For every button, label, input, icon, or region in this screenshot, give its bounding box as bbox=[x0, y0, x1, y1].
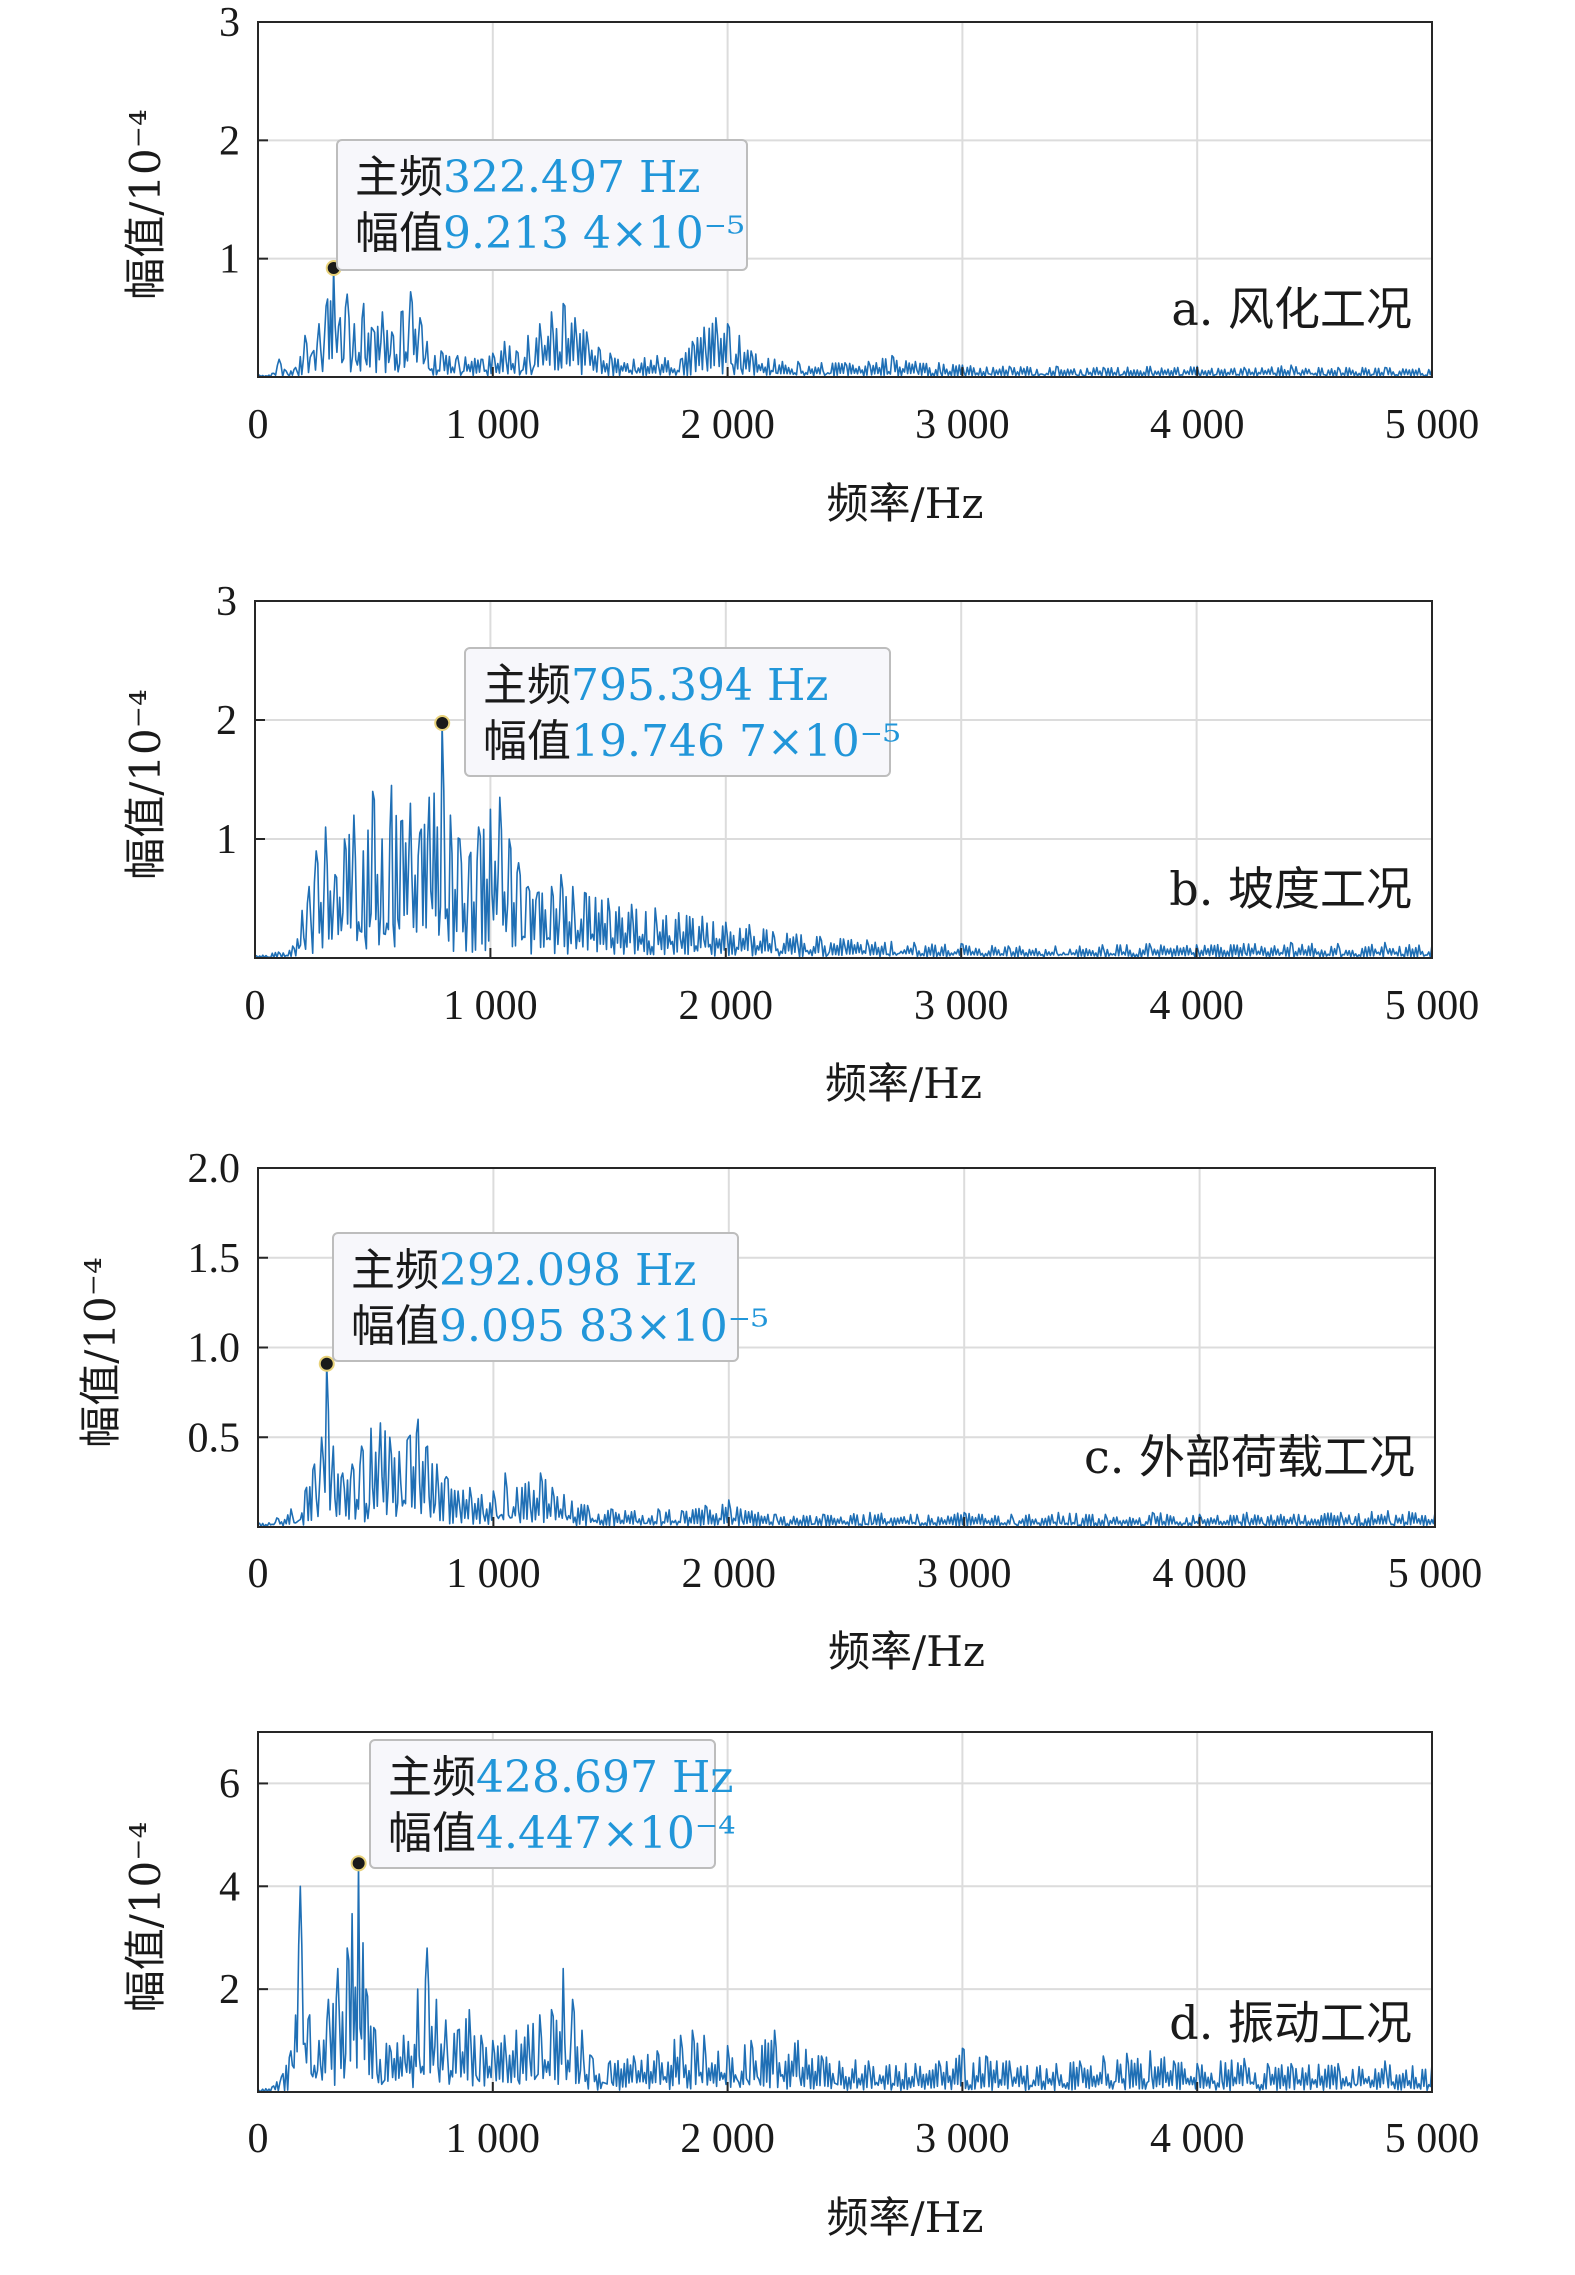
chart-panel-d: 0 1 000 2 000 3 000 4 000 5 000 2 4 6 频率/Hz 幅值/10⁻… bbox=[0, 1712, 1575, 2275]
data-tip-label-frequency: 主频 bbox=[355, 152, 443, 203]
data-tip-value-amplitude: 9.095 83×10⁻⁵ bbox=[439, 1301, 769, 1352]
data-tip-value-amplitude: 4.447×10⁻⁴ bbox=[476, 1808, 736, 1859]
y-tick-label: 0.5 bbox=[188, 1415, 241, 1461]
data-tip-box bbox=[332, 1232, 739, 1362]
data-tip-value-frequency: 428.697 Hz bbox=[476, 1752, 734, 1803]
data-tip-label-frequency: 主频 bbox=[483, 660, 571, 711]
y-tick-label: 1.5 bbox=[188, 1236, 241, 1282]
data-tip-value-frequency: 322.497 Hz bbox=[443, 152, 701, 203]
chart-panel-b: 0 1 000 2 000 3 000 4 000 5 000 1 2 3 频率/Hz 幅值/10⁻… bbox=[0, 583, 1575, 1146]
x-tick-label: 0 bbox=[245, 983, 266, 1029]
x-tick-label: 1 000 bbox=[443, 983, 538, 1029]
data-tip-line-1: 主频292.098 Hz bbox=[351, 1245, 697, 1296]
x-tick-label: 4 000 bbox=[1150, 2116, 1245, 2162]
y-tick-label: 1 bbox=[219, 237, 240, 283]
x-tick-label: 0 bbox=[248, 402, 269, 448]
x-tick-label: 1 000 bbox=[446, 2116, 541, 2162]
chart-svg: 0 1 000 2 000 3 000 4 000 5 000 2 4 6 频率/Hz 幅值/10⁻… bbox=[121, 1731, 1480, 2242]
axes-frame bbox=[257, 1731, 1433, 2093]
x-tick-label: 3 000 bbox=[915, 402, 1010, 448]
data-tip-label-amplitude: 幅值 bbox=[351, 1301, 439, 1352]
peak-marker bbox=[350, 1855, 367, 1872]
y-tick-label: 1.0 bbox=[188, 1326, 241, 1372]
data-tip-value-frequency: 795.394 Hz bbox=[571, 660, 829, 711]
x-axis-label: 频率/Hz bbox=[827, 479, 984, 528]
spectrum-line bbox=[257, 1362, 1436, 1528]
data-tip-line-2: 幅值4.447×10⁻⁴ bbox=[388, 1808, 736, 1859]
data-tip-line-1: 主频795.394 Hz bbox=[483, 660, 829, 711]
data-tip-value-amplitude: 19.746 7×10⁻⁵ bbox=[571, 716, 901, 767]
x-tick-label: 5 000 bbox=[1388, 1551, 1483, 1597]
data-tip-label-frequency: 主频 bbox=[388, 1752, 476, 1803]
x-tick-label: 3 000 bbox=[914, 983, 1009, 1029]
chart-svg: 0 1 000 2 000 3 000 4 000 5 000 0.5 1.0 1.5 2.0 频率… bbox=[76, 1153, 1483, 1676]
x-tick-label: 5 000 bbox=[1385, 402, 1480, 448]
y-tick-label: 4 bbox=[219, 1864, 240, 1910]
y-tick-label: 2 bbox=[219, 118, 240, 164]
data-tip-line-2: 幅值9.095 83×10⁻⁵ bbox=[351, 1301, 769, 1352]
spectrum-line bbox=[257, 267, 1433, 378]
chart-panel-c: 0 1 000 2 000 3 000 4 000 5 000 0.5 1.0 1.5 2.0 频率… bbox=[0, 1153, 1575, 1716]
chart-panel-a: 0 1 000 2 000 3 000 4 000 5 000 1 2 3 频率/Hz 幅值/10⁻… bbox=[0, 0, 1575, 563]
x-axis-label: 频率/Hz bbox=[827, 2193, 984, 2242]
data-tip-label-amplitude: 幅值 bbox=[483, 716, 571, 767]
x-tick-label: 5 000 bbox=[1385, 2116, 1480, 2162]
x-axis-label: 频率/Hz bbox=[828, 1627, 985, 1676]
x-tick-label: 4 000 bbox=[1149, 983, 1244, 1029]
y-axis-label: 幅值/10⁻⁴ bbox=[121, 1822, 170, 2013]
data-tip-label-amplitude: 幅值 bbox=[388, 1808, 476, 1859]
x-tick-label: 0 bbox=[248, 1551, 269, 1597]
data-tip-label-amplitude: 幅值 bbox=[355, 208, 443, 259]
data-tip-line-2: 幅值19.746 7×10⁻⁵ bbox=[483, 716, 901, 767]
x-tick-label: 3 000 bbox=[915, 2116, 1010, 2162]
chart-svg: 0 1 000 2 000 3 000 4 000 5 000 1 2 3 频率/Hz 幅值/10⁻… bbox=[121, 0, 1480, 528]
x-tick-label: 2 000 bbox=[680, 2116, 775, 2162]
data-tip-line-1: 主频322.497 Hz bbox=[355, 152, 701, 203]
panel-caption: a. 风化工况 bbox=[1171, 282, 1412, 336]
panel-caption: c. 外部荷载工况 bbox=[1084, 1430, 1415, 1484]
data-tip-label-frequency: 主频 bbox=[351, 1245, 439, 1296]
y-tick-label: 2 bbox=[216, 698, 237, 744]
x-tick-label: 2 000 bbox=[679, 983, 774, 1029]
axes-frame bbox=[257, 21, 1433, 378]
y-axis-label: 幅值/10⁻⁴ bbox=[76, 1257, 125, 1448]
x-tick-label: 1 000 bbox=[446, 1551, 541, 1597]
y-axis-label: 幅值/10⁻⁴ bbox=[121, 109, 170, 300]
data-tip-box bbox=[464, 647, 891, 777]
y-tick-label: 2.0 bbox=[188, 1153, 241, 1192]
data-tip-box bbox=[369, 1739, 716, 1869]
axes-frame bbox=[254, 600, 1433, 959]
chart-svg: 0 1 000 2 000 3 000 4 000 5 000 1 2 3 频率/Hz 幅值/10⁻… bbox=[121, 583, 1480, 1108]
data-tip-value-amplitude: 9.213 4×10⁻⁵ bbox=[443, 208, 745, 259]
x-tick-label: 4 000 bbox=[1150, 402, 1245, 448]
x-tick-label: 3 000 bbox=[917, 1551, 1012, 1597]
data-tip-line-2: 幅值9.213 4×10⁻⁵ bbox=[355, 208, 745, 259]
x-tick-label: 2 000 bbox=[682, 1551, 777, 1597]
data-tip-line-1: 主频428.697 Hz bbox=[388, 1752, 734, 1803]
x-tick-label: 1 000 bbox=[446, 402, 541, 448]
data-tip-box bbox=[336, 139, 748, 271]
peak-marker bbox=[434, 715, 451, 732]
y-tick-label: 6 bbox=[219, 1761, 240, 1807]
spectrum-line bbox=[254, 722, 1433, 959]
y-tick-label: 2 bbox=[219, 1967, 240, 2013]
data-tip-value-frequency: 292.098 Hz bbox=[439, 1245, 697, 1296]
panel-caption: b. 坡度工况 bbox=[1169, 862, 1412, 916]
peak-marker bbox=[318, 1355, 335, 1372]
x-axis-label: 频率/Hz bbox=[825, 1059, 982, 1108]
x-tick-label: 0 bbox=[248, 2116, 269, 2162]
x-tick-label: 5 000 bbox=[1385, 983, 1480, 1029]
panel-caption: d. 振动工况 bbox=[1169, 1996, 1412, 2050]
y-tick-label: 1 bbox=[216, 817, 237, 863]
y-axis-label: 幅值/10⁻⁴ bbox=[121, 689, 170, 880]
x-tick-label: 2 000 bbox=[680, 402, 775, 448]
x-tick-label: 4 000 bbox=[1152, 1551, 1247, 1597]
spectrum-line bbox=[257, 1862, 1433, 2093]
y-tick-label: 3 bbox=[219, 0, 240, 46]
y-tick-label: 3 bbox=[216, 583, 237, 625]
